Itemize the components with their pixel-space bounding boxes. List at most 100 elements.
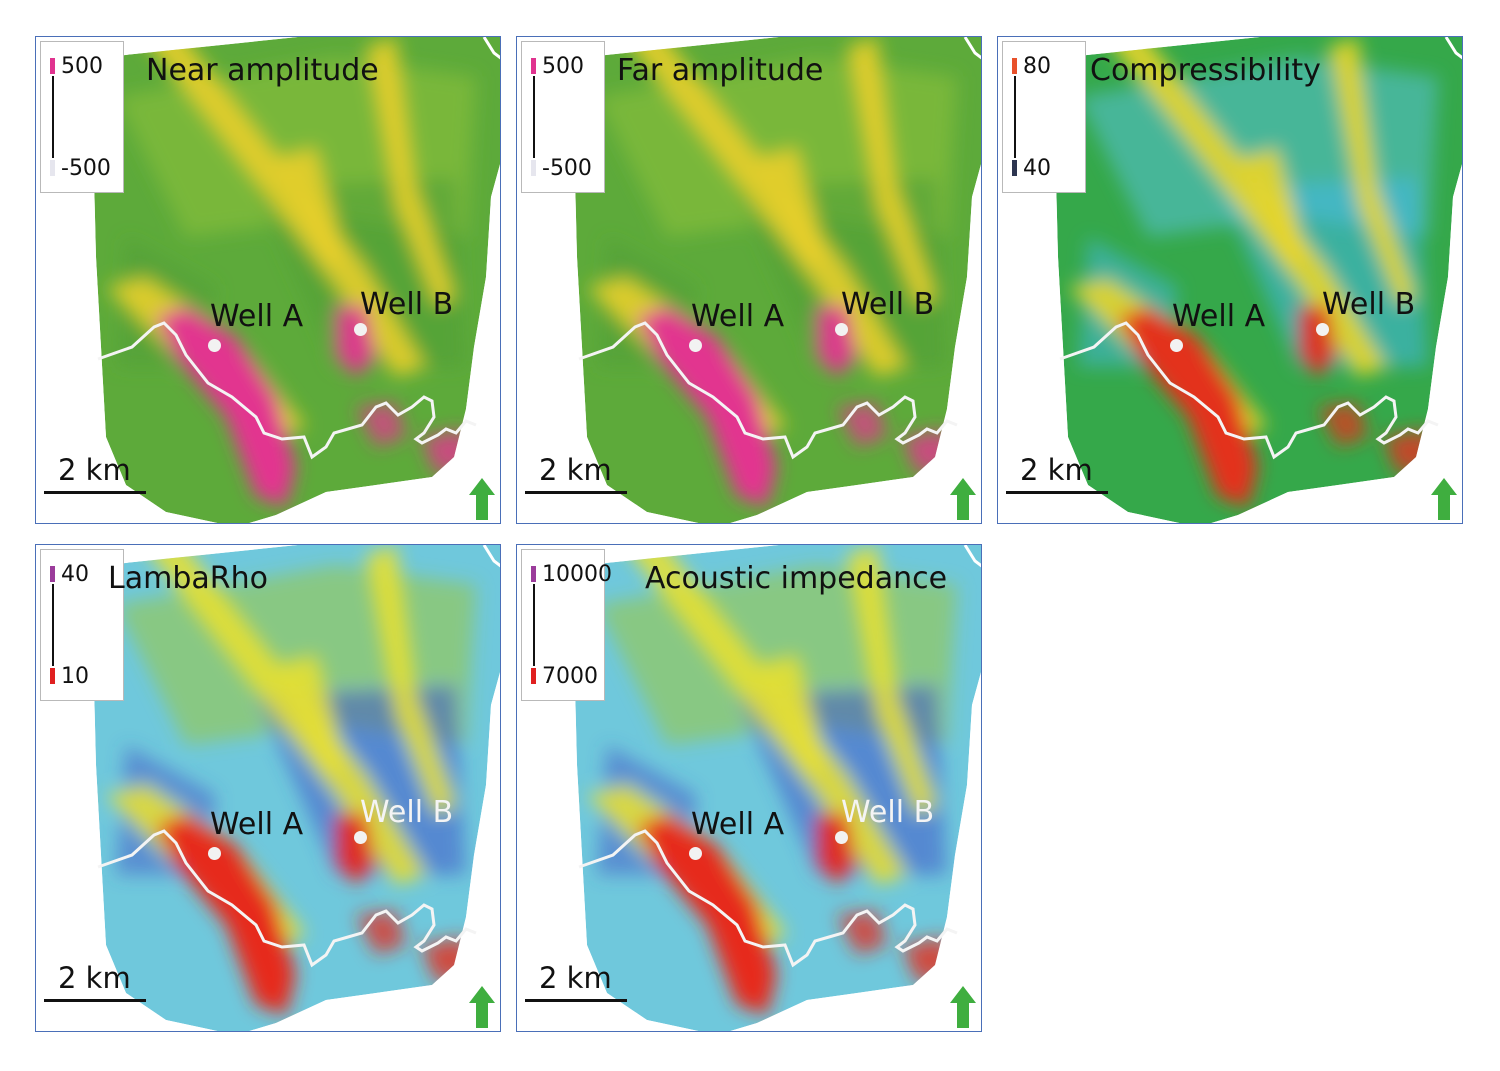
anomaly (156, 307, 296, 507)
boundary-line (1059, 321, 1439, 460)
anomaly (356, 403, 406, 447)
trend-band (847, 37, 937, 307)
well-b-marker (835, 323, 848, 336)
trend-band (276, 655, 346, 775)
panel-compressibility: 80 40 Compressibility Well A Well B 2 km (997, 36, 1463, 524)
well-a-marker (208, 847, 221, 860)
trend-band (617, 545, 907, 885)
well-b-marker (1316, 323, 1329, 336)
well-b-label: Well B (841, 287, 935, 322)
legend-max-label: 80 (1023, 54, 1051, 79)
boundary-line (578, 321, 958, 460)
scale-label: 2 km (58, 453, 131, 487)
boundary-line (1444, 37, 1462, 60)
panel-acoustic-impedance: 10000 7000 Acoustic impedance Well A Well B 2… (516, 544, 982, 1032)
well-b-label: Well B (841, 795, 935, 830)
anomaly (837, 911, 887, 955)
panel-title: Near amplitude (146, 53, 379, 88)
well-a-label: Well A (691, 299, 785, 334)
panel-lambarho: 40 10 LambaRho Well A Well B 2 km (35, 544, 501, 1032)
north-arrow-icon (1431, 478, 1457, 520)
well-a-marker (1170, 339, 1183, 352)
attribute-map (94, 37, 500, 523)
color-legend: 80 40 (1002, 41, 1086, 193)
panel-near-amplitude: 500 -500 Near amplitude Well A Well B 2 km (35, 36, 501, 524)
legend-min-swatch (531, 160, 536, 176)
well-b-marker (354, 831, 367, 844)
anomaly (837, 403, 887, 447)
boundary-line (482, 545, 500, 568)
legend-axis (52, 76, 54, 158)
anomaly (356, 911, 406, 955)
panel-title: Compressibility (1090, 53, 1321, 88)
boundary-line (97, 829, 477, 968)
legend-axis (52, 584, 54, 666)
legend-min-label: 10 (61, 664, 89, 689)
color-legend: 500 -500 (40, 41, 124, 193)
attribute-map (575, 37, 981, 523)
scale-bar (525, 491, 627, 494)
north-arrow-icon (469, 986, 495, 1028)
trend-band (136, 37, 426, 377)
anomaly (1118, 307, 1258, 507)
north-arrow-icon (950, 986, 976, 1028)
legend-min-swatch (50, 160, 55, 176)
boundary-line (482, 37, 500, 60)
well-a-label: Well A (691, 807, 785, 842)
anomaly (1318, 403, 1368, 447)
trend-band (1328, 37, 1418, 307)
anomaly (637, 815, 777, 1015)
scale-bar (44, 491, 146, 494)
legend-max-swatch (531, 58, 536, 74)
color-legend: 40 10 (40, 549, 124, 701)
anomaly (817, 305, 857, 377)
boundary-line (97, 321, 477, 460)
anomaly (156, 815, 296, 1015)
color-legend: 10000 7000 (521, 549, 612, 701)
legend-max-label: 500 (542, 54, 584, 79)
legend-max-label: 500 (61, 54, 103, 79)
trend-band (366, 545, 456, 815)
well-b-marker (354, 323, 367, 336)
trend-band (1238, 147, 1308, 267)
legend-max-label: 10000 (542, 562, 612, 587)
attribute-map (1056, 37, 1462, 523)
legend-max-swatch (1012, 58, 1017, 74)
anomaly (336, 305, 376, 377)
legend-min-label: 7000 (542, 664, 598, 689)
attribute-map (575, 545, 981, 1031)
well-a-label: Well A (210, 299, 304, 334)
scale-label: 2 km (1020, 453, 1093, 487)
well-b-label: Well B (1322, 287, 1416, 322)
well-a-label: Well A (1172, 299, 1266, 334)
legend-axis (533, 584, 535, 666)
anomaly (637, 307, 777, 507)
boundary-line (578, 829, 958, 968)
panel-title: Far amplitude (617, 53, 824, 88)
color-legend: 500 -500 (521, 41, 605, 193)
north-arrow-icon (469, 478, 495, 520)
legend-axis (1014, 76, 1016, 158)
well-a-label: Well A (210, 807, 304, 842)
trend-band (757, 655, 827, 775)
north-arrow-icon (950, 478, 976, 520)
legend-min-swatch (50, 668, 55, 684)
anomaly (817, 813, 857, 885)
scale-label: 2 km (539, 453, 612, 487)
well-a-marker (689, 339, 702, 352)
well-b-marker (835, 831, 848, 844)
legend-max-swatch (531, 566, 536, 582)
boundary-line (963, 545, 981, 568)
legend-max-swatch (50, 566, 55, 582)
boundary-line (963, 37, 981, 60)
trend-band (136, 545, 426, 885)
well-b-label: Well B (360, 287, 454, 322)
trend-band (1098, 37, 1388, 377)
trend-band (366, 37, 456, 307)
trend-band (276, 147, 346, 267)
panel-title: Acoustic impedance (645, 561, 948, 596)
legend-max-label: 40 (61, 562, 89, 587)
legend-min-label: -500 (542, 156, 592, 181)
panel-far-amplitude: 500 -500 Far amplitude Well A Well B 2 km (516, 36, 982, 524)
well-a-marker (689, 847, 702, 860)
